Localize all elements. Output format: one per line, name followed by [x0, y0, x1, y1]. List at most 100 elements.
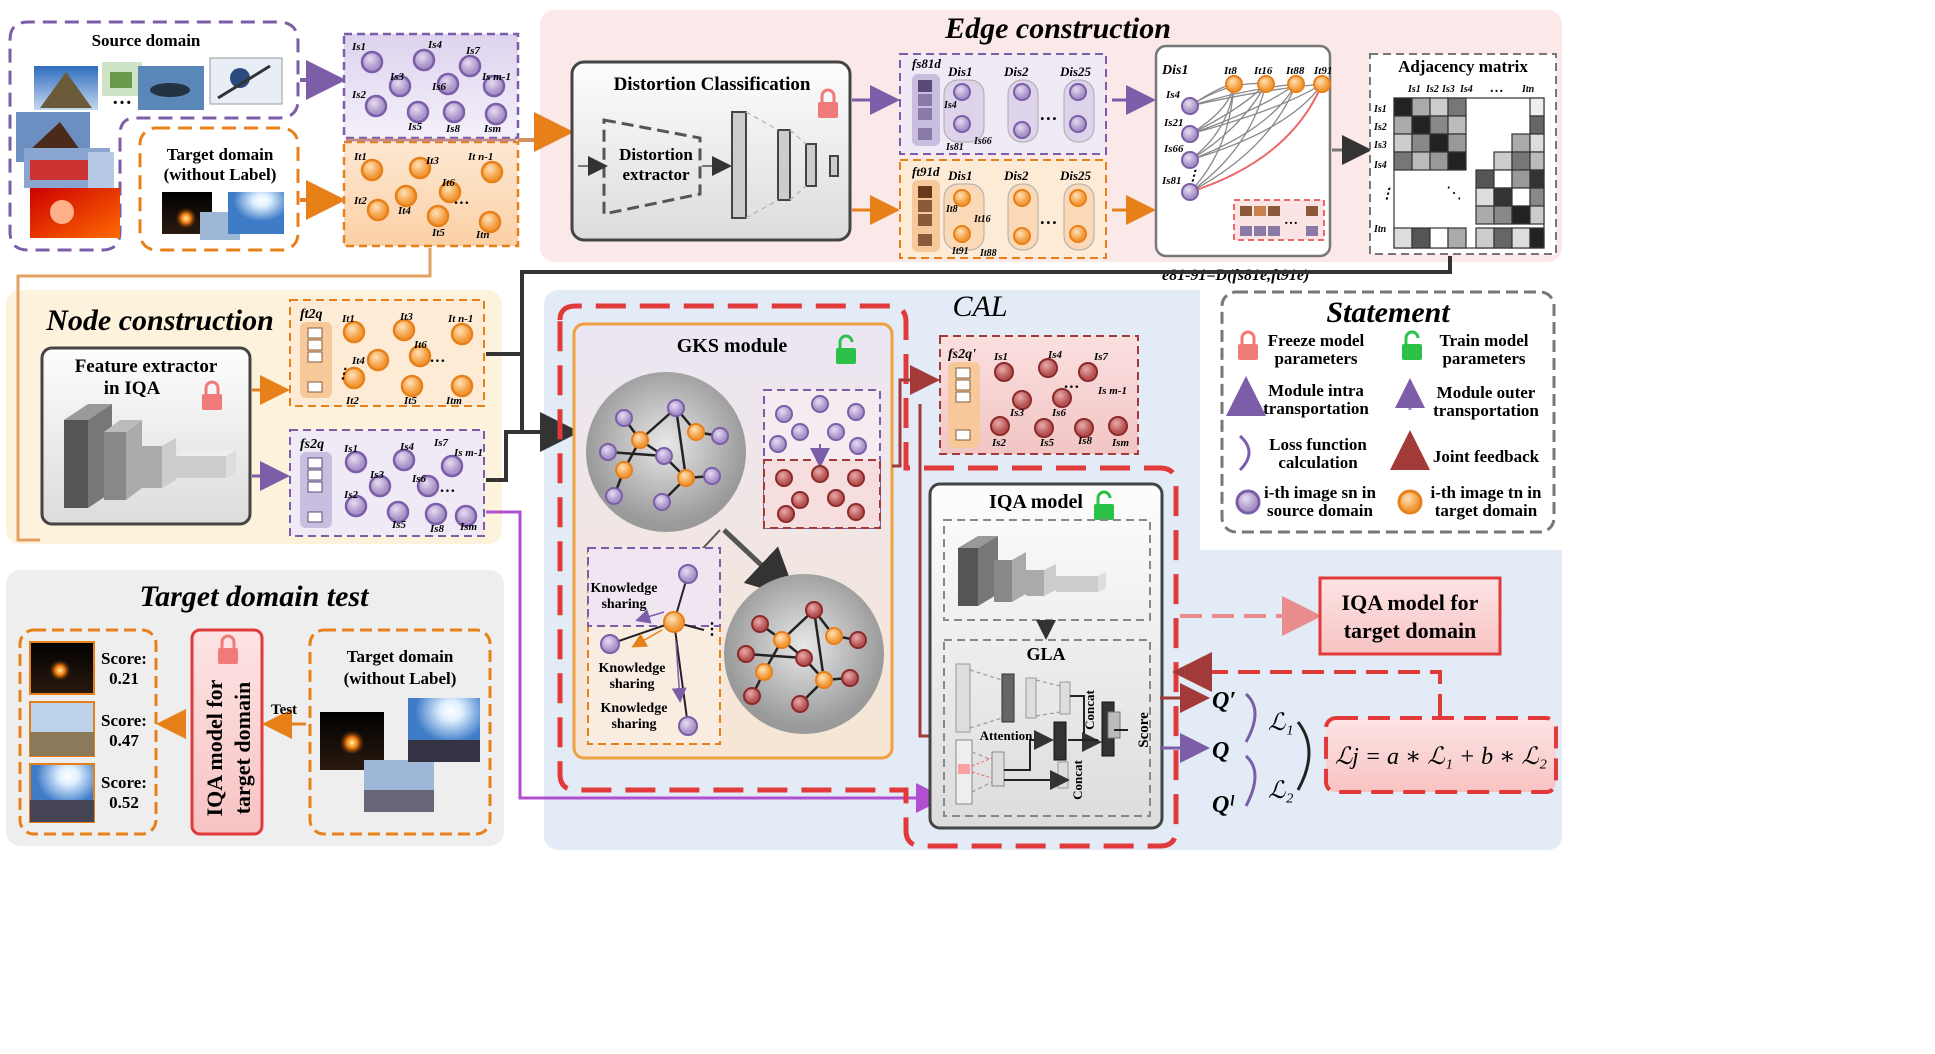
test-target-domain-box [308, 628, 492, 836]
svg-text:…: … [1064, 375, 1080, 392]
svg-text:⋮: ⋮ [1380, 187, 1394, 202]
svg-text:Is2: Is2 [1373, 122, 1387, 133]
svg-text:It16: It16 [1253, 65, 1273, 77]
unlock-icon [836, 334, 856, 364]
knowledge-sharing-label-3a: Knowledge [601, 701, 668, 716]
statement-train-1: Train model [1440, 331, 1529, 350]
svg-text:It91: It91 [1313, 65, 1332, 77]
joint-loss-box [1324, 716, 1558, 794]
svg-text:Ism: Ism [483, 123, 502, 135]
svg-text:Is66: Is66 [1163, 143, 1184, 155]
score-value-2: 0.47 [109, 731, 139, 750]
svg-text:It3: It3 [425, 155, 439, 167]
node-labels: ft2q It1 It3 It n-1 It4 It6 It2 It5 Itm … ⋮ fs2… [300, 307, 483, 535]
adjacency-grid: ⋱ [1393, 97, 1545, 249]
lock-icon [218, 634, 238, 664]
source-set-nodes [360, 48, 508, 126]
svg-text:Is4: Is4 [943, 100, 957, 111]
svg-text:Is5: Is5 [1039, 437, 1055, 449]
test-images [29, 641, 95, 823]
fs81-vector [912, 74, 940, 146]
svg-text:Is4: Is4 [427, 39, 443, 51]
svg-text:Is7: Is7 [465, 45, 481, 57]
gla-concat-label-2: Concat [1070, 759, 1085, 799]
svg-text:Is7: Is7 [433, 437, 449, 449]
svg-text:Is m-1: Is m-1 [453, 447, 483, 459]
loss-bracket-1 [1244, 692, 1257, 743]
svg-text:Is2: Is2 [991, 437, 1007, 449]
test-target-images [320, 698, 480, 812]
svg-text:Is3: Is3 [389, 71, 405, 83]
svg-text:Is8: Is8 [1077, 435, 1093, 447]
svg-text:It8: It8 [945, 204, 958, 215]
fs2q-vector [300, 452, 332, 528]
dis1-target-nodes [1225, 75, 1331, 93]
svg-text:Is1: Is1 [1373, 104, 1387, 115]
svg-text:Is3: Is3 [1373, 140, 1387, 151]
transfer-target-nodes [775, 465, 865, 523]
ellipsis-source: … [112, 87, 132, 109]
dis1-labels: Dis1 It8 It16 It88 It91 Is4 Is21 Is66 Is81 ⋮ [1161, 63, 1332, 187]
svg-text:It3: It3 [399, 311, 413, 323]
svg-text:Itn: Itn [475, 229, 489, 241]
feature-extractor-title-1: Feature extractor [75, 356, 218, 377]
svg-text:Is5: Is5 [391, 519, 407, 531]
svg-text:Dis25: Dis25 [1059, 168, 1092, 183]
statement-outer-2: transportation [1433, 401, 1539, 420]
svg-text:Ism: Ism [459, 521, 478, 533]
svg-text:Dis25: Dis25 [1059, 64, 1092, 79]
svg-text:Is4: Is4 [1047, 349, 1063, 361]
gla-red-lines [971, 757, 993, 779]
score-list: Score: 0.21 Score: 0.47 Score: 0.52 [101, 649, 147, 812]
node-target-nodes [342, 318, 474, 398]
knowledge-sharing-label-3b: sharing [611, 717, 656, 732]
statement-box [1220, 290, 1556, 534]
svg-text:…: … [430, 349, 446, 366]
svg-text:fs2q': fs2q' [948, 347, 976, 362]
dis1-graph-edges [1189, 82, 1323, 193]
knowledge-sharing-labels: Knowledge sharing Knowledge sharing Know… [591, 581, 668, 732]
test-iqa-model-label-2: target domain [230, 682, 255, 815]
svg-text:It1: It1 [353, 151, 367, 163]
statement-src-1: i-th image sn in [1264, 483, 1376, 502]
sets-to-distortion-arrow [518, 112, 574, 152]
cal-title: CAL [952, 290, 1007, 323]
unlock-icon [1402, 330, 1422, 360]
source-domain-title: Source domain [92, 31, 201, 50]
lock-icon [202, 380, 222, 410]
svg-text:…: … [454, 191, 470, 208]
svg-text:Is2: Is2 [343, 489, 359, 501]
cal-source-nodes [990, 358, 1128, 438]
target-domain-title-1: Target domain [167, 145, 274, 164]
distortion-extractor-label-2: extractor [622, 165, 689, 184]
adjacency-title: Adjacency matrix [1398, 57, 1528, 76]
distortion-extractor-label-1: Distortion [619, 145, 693, 164]
source-features-to-iqa-arrow [486, 510, 946, 813]
transfer-source-nodes [769, 395, 867, 455]
svg-text:Is5: Is5 [407, 121, 423, 133]
svg-text:It n-1: It n-1 [467, 151, 493, 163]
iqa-target-model-box [1318, 576, 1502, 656]
unlock-icon [1094, 490, 1114, 520]
statement-tgt-2: target domain [1435, 501, 1538, 520]
dis1-graph-highlight [1189, 83, 1323, 193]
svg-text:Dis1: Dis1 [947, 64, 973, 79]
dis-source-groups [943, 79, 1095, 143]
svg-text:…: … [1284, 213, 1298, 228]
test-iqa-model-label-1: IQA model for [202, 679, 227, 816]
gla-attention-label: Attention [980, 728, 1033, 743]
iqa-target-model-title-1: IQA model for [1342, 590, 1479, 615]
graph-bottom-nodes [737, 601, 867, 713]
source-node-icon [1235, 489, 1261, 515]
cnn-layers [731, 111, 839, 219]
score-value-1: 0.21 [109, 669, 139, 688]
statement-title: Statement [1326, 296, 1451, 329]
svg-text:Is1: Is1 [343, 443, 358, 455]
target-test-title: Target domain test [140, 580, 371, 613]
statement-train-2: parameters [1442, 349, 1525, 368]
fs2q-prime-vector [948, 362, 980, 448]
svg-text:Ism: Ism [1111, 437, 1130, 449]
target-node-icon [1397, 489, 1423, 515]
gla-score-label: Score [1136, 712, 1152, 748]
knowledge-sharing-nodes: ⋮ [600, 564, 720, 736]
